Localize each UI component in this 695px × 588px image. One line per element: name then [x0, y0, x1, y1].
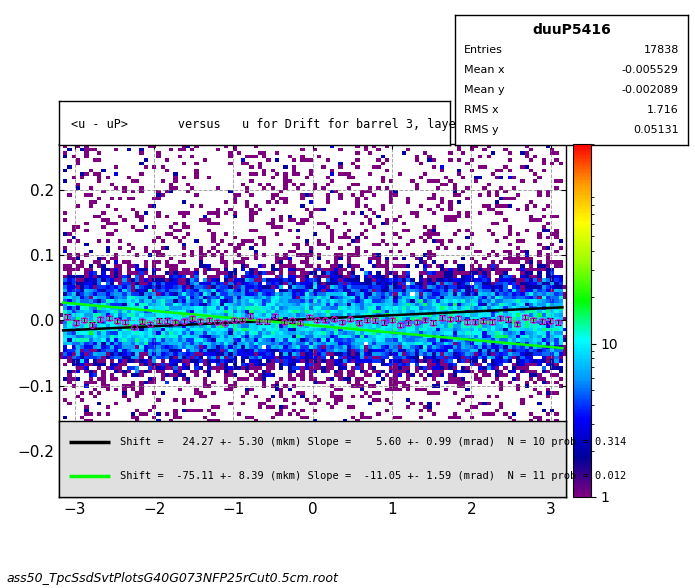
Text: -0.002089: -0.002089	[622, 85, 679, 95]
Text: duuP5416: duuP5416	[532, 23, 611, 37]
Text: ass50_TpcSsdSvtPlotsG40G073NFP25rCut0.5cm.root: ass50_TpcSsdSvtPlotsG40G073NFP25rCut0.5c…	[7, 572, 339, 585]
Text: -0.005529: -0.005529	[622, 65, 679, 75]
Text: Mean y: Mean y	[464, 85, 505, 95]
Text: Mean x: Mean x	[464, 65, 505, 75]
Text: RMS x: RMS x	[464, 105, 499, 115]
Text: <u - uP>       versus   u for Drift for barrel 3, layer 5 ladder 16, wafer 4: <u - uP> versus u for Drift for barrel 3…	[71, 118, 612, 131]
Text: Entries: Entries	[464, 45, 503, 55]
Text: 0.05131: 0.05131	[633, 125, 679, 135]
Text: Shift =  -75.11 +- 8.39 (mkm) Slope =  -11.05 +- 1.59 (mrad)  N = 11 prob = 0.01: Shift = -75.11 +- 8.39 (mkm) Slope = -11…	[120, 471, 626, 481]
Text: RMS y: RMS y	[464, 125, 499, 135]
Text: 17838: 17838	[644, 45, 679, 55]
Text: Shift =   24.27 +- 5.30 (mkm) Slope =    5.60 +- 0.99 (mrad)  N = 10 prob = 0.31: Shift = 24.27 +- 5.30 (mkm) Slope = 5.60…	[120, 437, 626, 447]
Text: 1.716: 1.716	[647, 105, 679, 115]
